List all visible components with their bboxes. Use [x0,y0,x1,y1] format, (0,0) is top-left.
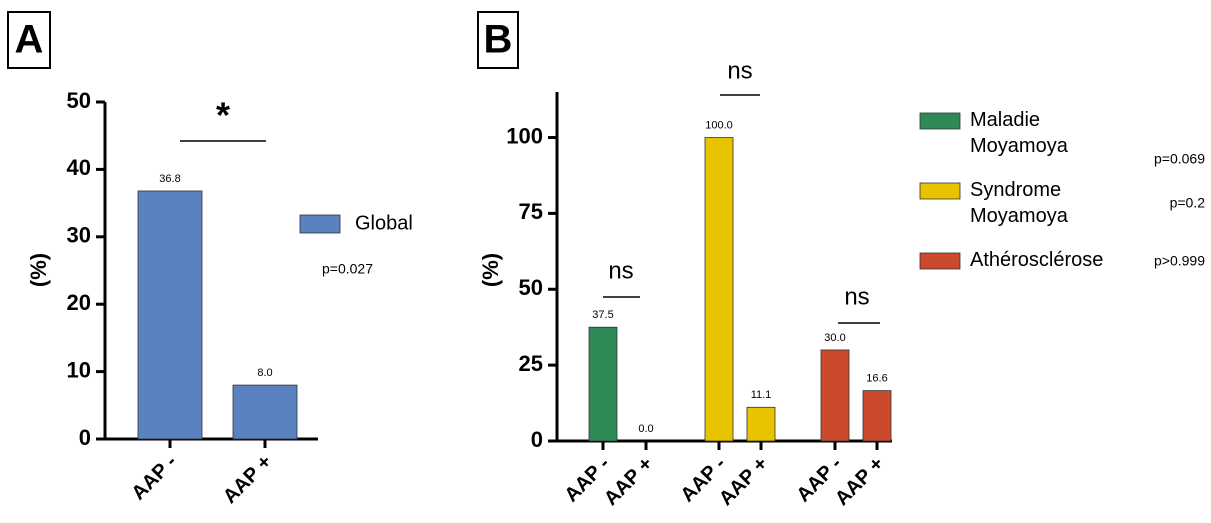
x-tick-label: AAP - [127,451,181,505]
value-label: 30.0 [824,332,845,344]
value-label: 16.6 [866,373,887,385]
p-value: p=0.2 [1170,195,1206,211]
y-tick-label: 0 [531,427,543,452]
panel-label: A [15,18,44,62]
p-value: p=0.069 [1154,151,1205,167]
legend-label: Syndrome Moyamoya [970,179,1069,227]
x-tick-label: AAP + [715,453,772,510]
significance: ns [727,57,752,84]
y-tick-label: 75 [519,199,543,224]
bar [588,326,618,442]
value-label: 8.0 [257,367,272,379]
y-tick-label: 40 [67,155,91,180]
value-label: 36.8 [159,173,180,185]
p-value: p>0.999 [1154,253,1205,269]
p-value: p=0.027 [322,261,373,277]
y-tick-label: 25 [519,351,543,376]
legend-swatch [919,252,961,270]
legend-label: Maladie Moyamoya [970,109,1069,157]
y-tick-label: 10 [67,357,91,382]
legend-swatch [299,214,341,234]
value-label: 0.0 [638,423,653,435]
x-tick-label: AAP + [600,453,657,510]
y-tick-label: 50 [67,88,91,113]
legend-swatch [919,182,961,200]
legend-swatch [919,112,961,130]
legend-label: Athérosclérose [970,249,1103,271]
x-tick-label: AAP + [219,451,276,508]
significance: ns [844,283,869,310]
y-axis-label: (%) [26,253,51,287]
y-tick-label: 20 [67,290,91,315]
bar [232,384,298,440]
value-label: 37.5 [592,309,613,321]
legend-label: Global [355,212,413,234]
value-label: 100.0 [705,119,733,131]
bar [137,190,203,440]
y-tick-label: 0 [79,425,91,450]
y-tick-label: 30 [67,223,91,248]
significance: ns [608,257,633,284]
panel-label: B [484,18,513,62]
bar [704,137,734,442]
bar [746,406,776,442]
x-tick-label: AAP + [831,453,888,510]
bar [820,349,850,442]
significance: * [216,95,230,136]
bar [862,390,892,442]
y-tick-label: 50 [519,275,543,300]
panel-box [477,11,519,69]
value-label: 11.1 [751,389,772,401]
y-tick-label: 100 [506,123,543,148]
y-axis-label: (%) [478,253,503,287]
panel-box [7,11,51,69]
